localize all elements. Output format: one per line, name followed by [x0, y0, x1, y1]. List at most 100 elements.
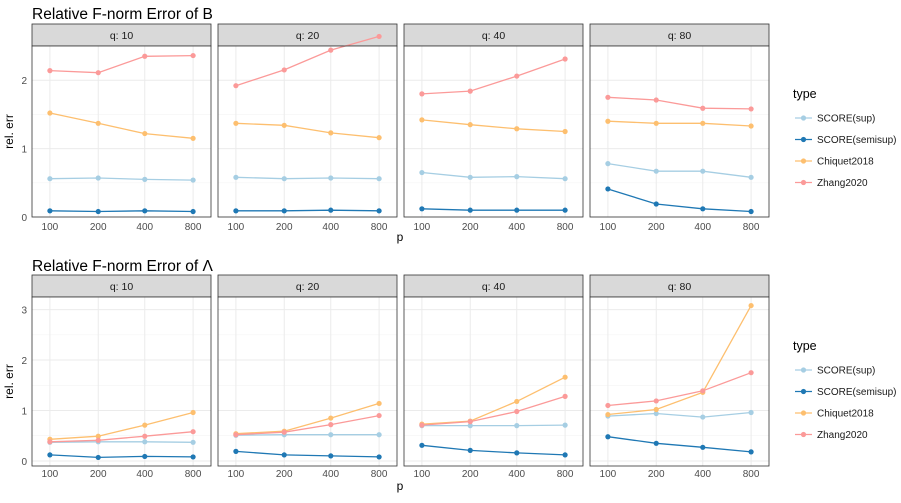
series-line-SCORE(semisup) — [607, 436, 752, 453]
chart-1: Relative F-norm Error of Λ rel. err 0 1 2 3 q:… — [2, 258, 896, 493]
legend-key-point — [800, 179, 807, 186]
data-point — [281, 67, 287, 73]
data-point — [514, 450, 520, 456]
data-point — [328, 47, 334, 53]
facet-strip-label: q: 80 — [668, 30, 692, 42]
x-tick-label: 200 — [462, 222, 479, 233]
facet-strip-label: q: 40 — [482, 281, 506, 293]
y-tick-label: 2 — [21, 356, 27, 367]
plot-area — [404, 297, 583, 466]
series-line-SCORE(sup) — [607, 162, 752, 178]
series-line-SCORE(semisup) — [235, 450, 380, 458]
panel-border — [403, 45, 584, 218]
data-point — [376, 432, 382, 438]
x-tick-label: 400 — [694, 222, 711, 233]
data-point — [95, 70, 101, 76]
x-tick-label: 100 — [228, 222, 245, 233]
data-point — [142, 422, 148, 428]
data-point — [562, 176, 568, 182]
facet-strip-label: q: 10 — [110, 281, 134, 293]
data-point — [142, 433, 148, 439]
data-point — [142, 208, 148, 214]
data-point — [700, 414, 706, 420]
series-line-SCORE(sup) — [49, 177, 194, 181]
data-point — [95, 208, 101, 215]
data-point — [190, 454, 196, 460]
y-tick-label: 0 — [21, 457, 27, 468]
plot-area — [590, 46, 769, 217]
data-point — [376, 400, 382, 407]
panel-q-80: q: 80 100 200 400 800 — [589, 23, 770, 233]
data-point — [514, 73, 520, 79]
plot-area — [32, 297, 211, 466]
data-point — [190, 429, 196, 435]
data-point — [514, 408, 520, 415]
data-point — [605, 434, 611, 440]
data-point — [653, 410, 659, 417]
data-point — [748, 106, 754, 112]
data-point — [142, 439, 148, 445]
x-tick-label: 800 — [557, 222, 574, 233]
plot-area — [218, 297, 397, 466]
x-tick-label: 400 — [508, 222, 525, 233]
panel-q-80: q: 80 100 200 400 800 — [589, 274, 770, 480]
series-line-SCORE(sup) — [49, 441, 194, 443]
data-point — [47, 176, 53, 182]
x-tick-label: 400 — [136, 222, 153, 233]
data-point — [700, 444, 706, 450]
series-line-Chiquet2018 — [421, 376, 566, 425]
data-point — [233, 432, 239, 438]
x-tick-label: 200 — [90, 469, 107, 480]
panel-q-10: q: 10 100 200 400 800 — [31, 23, 212, 233]
data-point — [748, 174, 754, 180]
data-point — [748, 208, 754, 215]
data-point — [700, 168, 706, 174]
series-line-Zhang2020 — [49, 431, 194, 443]
data-point — [47, 439, 53, 445]
series-line-Chiquet2018 — [235, 402, 380, 435]
data-point — [281, 429, 287, 435]
legend-title: type — [793, 339, 817, 353]
series-line-SCORE(sup) — [235, 434, 380, 436]
x-tick-label: 100 — [414, 469, 431, 480]
plot-area — [218, 46, 397, 217]
legend-key-point — [800, 136, 807, 143]
data-point — [328, 432, 334, 438]
data-point — [748, 370, 754, 376]
facet-strip-label: q: 20 — [296, 281, 320, 293]
data-point — [514, 207, 520, 213]
data-point — [95, 454, 101, 461]
y-tick-label: 2 — [21, 76, 27, 87]
x-tick-label: 800 — [557, 469, 574, 480]
series-line-SCORE(semisup) — [607, 188, 752, 213]
series-line-Chiquet2018 — [421, 119, 566, 133]
data-point — [748, 409, 754, 416]
data-point — [419, 117, 425, 123]
series-line-SCORE(semisup) — [235, 209, 380, 212]
data-point — [47, 208, 53, 214]
legend-entry-label: SCORE(semisup) — [817, 135, 896, 146]
data-point — [514, 126, 520, 132]
x-tick-label: 200 — [276, 469, 293, 480]
series-line-Chiquet2018 — [607, 305, 752, 416]
panel-q-40: q: 40 100 200 400 800 — [403, 274, 584, 480]
data-point — [328, 175, 334, 181]
data-point — [233, 83, 239, 89]
x-tick-label: 200 — [462, 469, 479, 480]
y-axis-label: rel. err — [2, 364, 16, 399]
x-tick-label: 400 — [508, 469, 525, 480]
plot-area — [404, 46, 583, 217]
data-point — [190, 409, 196, 416]
data-point — [653, 120, 659, 126]
legend-key-point — [800, 388, 807, 395]
data-point — [653, 406, 659, 413]
x-axis-label: p — [397, 230, 404, 244]
y-axis-label: rel. err — [2, 114, 16, 149]
series-line-SCORE(semisup) — [421, 444, 566, 456]
x-tick-label: 100 — [42, 469, 59, 480]
data-point — [376, 208, 382, 214]
data-point — [562, 207, 568, 213]
x-tick-label: 800 — [185, 222, 202, 233]
data-point — [562, 56, 568, 62]
data-point — [467, 174, 473, 180]
